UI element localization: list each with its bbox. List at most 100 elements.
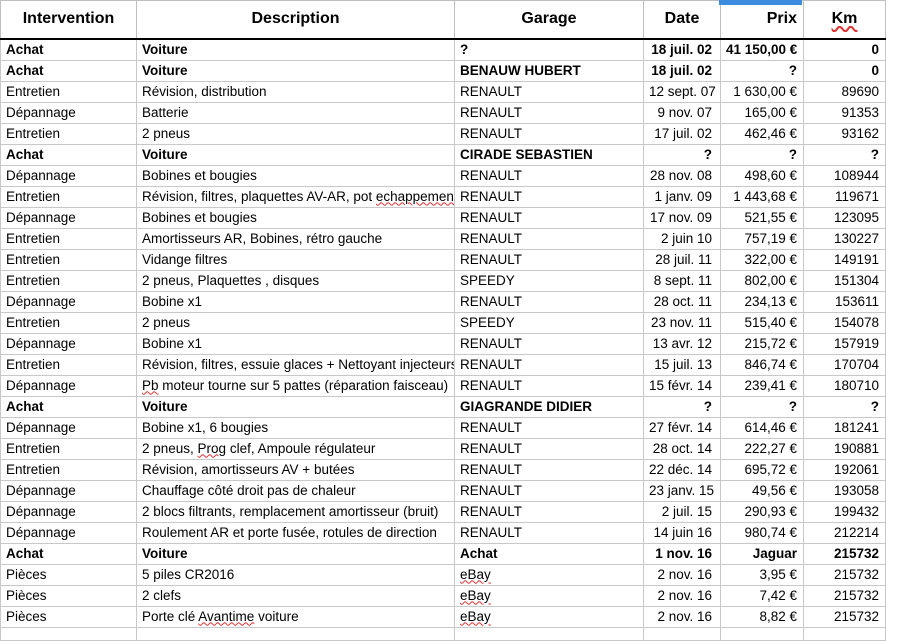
cell-description[interactable]: Bobine x1, 6 bougies: [136, 417, 455, 439]
table-row[interactable]: Dépannage Chauffage côté droit pas de cha…: [0, 480, 886, 502]
cell-intervention[interactable]: Entretien: [0, 312, 137, 334]
cell-prix[interactable]: 7,42 €: [720, 585, 804, 607]
cell-prix[interactable]: 165,00 €: [720, 102, 804, 124]
cell-intervention[interactable]: Pièces: [0, 585, 137, 607]
cell-prix[interactable]: 49,56 €: [720, 480, 804, 502]
cell-date[interactable]: 17 juil. 02: [643, 123, 721, 145]
cell-prix[interactable]: 3,95 €: [720, 564, 804, 586]
cell-description[interactable]: Révision, filtres, plaquettes AV-AR, pot…: [136, 186, 455, 208]
cell-intervention[interactable]: Dépannage: [0, 165, 137, 187]
cell-description[interactable]: 2 pneus, Plaquettes , disques: [136, 270, 455, 292]
cell-intervention[interactable]: Achat: [0, 396, 137, 418]
cell-date[interactable]: 18 juil. 02: [643, 38, 721, 61]
cell-date[interactable]: 22 déc. 14: [643, 459, 721, 481]
cell-description[interactable]: Bobine x1: [136, 291, 455, 313]
cell-date[interactable]: 18 juil. 02: [643, 60, 721, 82]
cell-km[interactable]: 170704: [803, 354, 886, 376]
cell-intervention[interactable]: Entretien: [0, 438, 137, 460]
cell-date[interactable]: 23 janv. 15: [643, 480, 721, 502]
table-row[interactable]: Dépannage Pb moteur tourne sur 5 pattes (…: [0, 375, 886, 397]
table-row[interactable]: Pièces 2 clefs eBay 2 nov. 16 7,42 €215732: [0, 585, 886, 607]
table-row-empty[interactable]: [0, 627, 886, 641]
cell-garage[interactable]: RENAULT: [454, 123, 644, 145]
cell-prix[interactable]: 521,55 €: [720, 207, 804, 229]
cell-km[interactable]: 181241: [803, 417, 886, 439]
cell-prix[interactable]: 980,74 €: [720, 522, 804, 544]
cell-date[interactable]: 13 avr. 12: [643, 333, 721, 355]
cell-garage[interactable]: RENAULT: [454, 501, 644, 523]
cell-garage[interactable]: GIAGRANDE DIDIER: [454, 396, 644, 418]
cell-date[interactable]: 15 févr. 14: [643, 375, 721, 397]
cell-intervention[interactable]: Entretien: [0, 228, 137, 250]
cell-description[interactable]: Voiture: [136, 38, 455, 61]
cell-prix[interactable]: ?: [720, 144, 804, 166]
cell-description[interactable]: Roulement AR et porte fusée, rotules de …: [136, 522, 455, 544]
cell-intervention[interactable]: Achat: [0, 144, 137, 166]
cell-km[interactable]: 0: [803, 38, 886, 61]
cell-km[interactable]: ?: [803, 396, 886, 418]
cell-prix[interactable]: 239,41 €: [720, 375, 804, 397]
cell-km[interactable]: 212214: [803, 522, 886, 544]
cell-prix[interactable]: 802,00 €: [720, 270, 804, 292]
cell-garage[interactable]: RENAULT: [454, 165, 644, 187]
cell-garage[interactable]: RENAULT: [454, 207, 644, 229]
cell-date[interactable]: 1 janv. 09: [643, 186, 721, 208]
cell-km[interactable]: 151304: [803, 270, 886, 292]
cell-prix[interactable]: ?: [720, 396, 804, 418]
cell-intervention[interactable]: Dépannage: [0, 291, 137, 313]
cell-garage[interactable]: SPEEDY: [454, 270, 644, 292]
column-header-km[interactable]: Km: [803, 0, 886, 40]
cell-prix[interactable]: 234,13 €: [720, 291, 804, 313]
cell-description[interactable]: Amortisseurs AR, Bobines, rétro gauche: [136, 228, 455, 250]
cell-garage[interactable]: RENAULT: [454, 417, 644, 439]
cell-empty[interactable]: [803, 627, 886, 641]
cell-intervention[interactable]: Dépannage: [0, 102, 137, 124]
cell-km[interactable]: 190881: [803, 438, 886, 460]
cell-garage[interactable]: RENAULT: [454, 102, 644, 124]
cell-km[interactable]: 154078: [803, 312, 886, 334]
table-row[interactable]: Dépannage Bobines et bougies RENAULT 28 nov…: [0, 165, 886, 187]
cell-intervention[interactable]: Entretien: [0, 81, 137, 103]
cell-garage[interactable]: RENAULT: [454, 480, 644, 502]
cell-km[interactable]: 157919: [803, 333, 886, 355]
cell-description[interactable]: Porte clé Avantime voiture: [136, 606, 455, 628]
cell-prix[interactable]: 290,93 €: [720, 501, 804, 523]
cell-garage[interactable]: RENAULT: [454, 438, 644, 460]
cell-prix[interactable]: 8,82 €: [720, 606, 804, 628]
cell-km[interactable]: 193058: [803, 480, 886, 502]
table-row[interactable]: Dépannage Bobine x1 RENAULT 13 avr. 12 215,7…: [0, 333, 886, 355]
table-row[interactable]: Dépannage Batterie RENAULT 9 nov. 07 165,00 …: [0, 102, 886, 124]
cell-garage[interactable]: RENAULT: [454, 291, 644, 313]
cell-description[interactable]: Bobines et bougies: [136, 165, 455, 187]
cell-date[interactable]: 2 nov. 16: [643, 606, 721, 628]
cell-date[interactable]: 2 juil. 15: [643, 501, 721, 523]
cell-garage[interactable]: eBay: [454, 585, 644, 607]
cell-intervention[interactable]: Entretien: [0, 354, 137, 376]
cell-garage[interactable]: RENAULT: [454, 249, 644, 271]
cell-km[interactable]: 93162: [803, 123, 886, 145]
cell-intervention[interactable]: Dépannage: [0, 333, 137, 355]
cell-date[interactable]: 9 nov. 07: [643, 102, 721, 124]
cell-km[interactable]: 199432: [803, 501, 886, 523]
cell-date[interactable]: 8 sept. 11: [643, 270, 721, 292]
cell-date[interactable]: 2 juin 10: [643, 228, 721, 250]
cell-intervention[interactable]: Entretien: [0, 123, 137, 145]
cell-km[interactable]: 192061: [803, 459, 886, 481]
cell-prix[interactable]: Jaguar: [720, 543, 804, 565]
cell-km[interactable]: 215732: [803, 543, 886, 565]
cell-km[interactable]: 0: [803, 60, 886, 82]
table-row[interactable]: Pièces 5 piles CR2016 eBay 2 nov. 16 3,95 €2…: [0, 564, 886, 586]
cell-date[interactable]: 28 juil. 11: [643, 249, 721, 271]
cell-prix[interactable]: 222,27 €: [720, 438, 804, 460]
cell-description[interactable]: Voiture: [136, 144, 455, 166]
cell-km[interactable]: 215732: [803, 606, 886, 628]
cell-prix[interactable]: 1 630,00 €: [720, 81, 804, 103]
cell-date[interactable]: 1 nov. 16: [643, 543, 721, 565]
cell-date[interactable]: 2 nov. 16: [643, 564, 721, 586]
cell-garage[interactable]: eBay: [454, 606, 644, 628]
cell-prix[interactable]: 41 150,00 €: [720, 38, 804, 61]
cell-prix[interactable]: 498,60 €: [720, 165, 804, 187]
table-row[interactable]: Entretien Révision, amortisseurs AV + but…: [0, 459, 886, 481]
cell-km[interactable]: 153611: [803, 291, 886, 313]
table-row[interactable]: Achat Voiture Achat 1 nov. 16 Jaguar 215732: [0, 543, 886, 565]
